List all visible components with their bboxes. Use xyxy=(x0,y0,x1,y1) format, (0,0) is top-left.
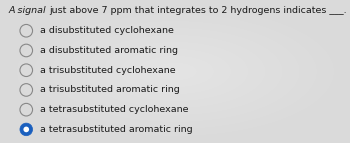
Text: a disubstituted cyclohexane: a disubstituted cyclohexane xyxy=(40,26,174,35)
Text: a trisubstituted aromatic ring: a trisubstituted aromatic ring xyxy=(40,86,180,94)
Text: a tetrasubstituted aromatic ring: a tetrasubstituted aromatic ring xyxy=(40,125,193,134)
Text: A signal: A signal xyxy=(9,6,49,15)
Text: just above 7 ppm that integrates to 2 hydrogens indicates ___.: just above 7 ppm that integrates to 2 hy… xyxy=(49,6,347,15)
Text: a tetrasubstituted cyclohexane: a tetrasubstituted cyclohexane xyxy=(40,105,189,114)
Ellipse shape xyxy=(20,123,33,136)
Text: a trisubstituted cyclohexane: a trisubstituted cyclohexane xyxy=(40,66,176,75)
Text: a disubstituted aromatic ring: a disubstituted aromatic ring xyxy=(40,46,178,55)
Ellipse shape xyxy=(23,127,29,132)
